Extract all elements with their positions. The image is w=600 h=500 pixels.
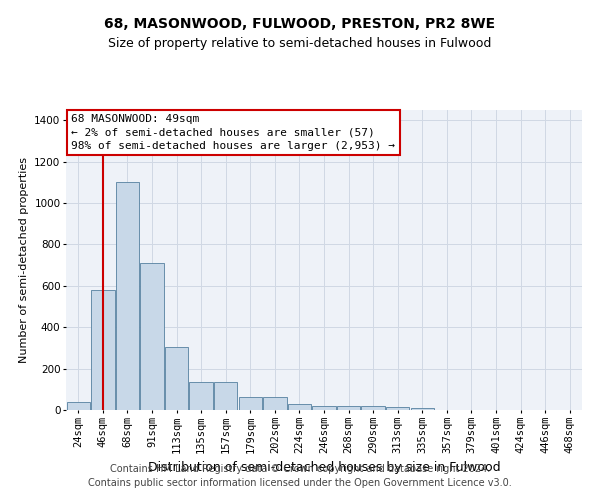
- Bar: [313, 406, 335, 410]
- Bar: [361, 406, 385, 410]
- Bar: [386, 407, 409, 410]
- Bar: [263, 397, 287, 410]
- Text: 68, MASONWOOD, FULWOOD, PRESTON, PR2 8WE: 68, MASONWOOD, FULWOOD, PRESTON, PR2 8WE: [104, 18, 496, 32]
- Bar: [67, 402, 90, 410]
- Bar: [91, 290, 115, 410]
- Bar: [165, 347, 188, 410]
- Bar: [214, 382, 238, 410]
- Text: Size of property relative to semi-detached houses in Fulwood: Size of property relative to semi-detach…: [109, 38, 491, 51]
- Bar: [288, 404, 311, 410]
- Bar: [140, 263, 164, 410]
- Bar: [116, 182, 139, 410]
- Text: Contains HM Land Registry data © Crown copyright and database right 2024.
Contai: Contains HM Land Registry data © Crown c…: [88, 464, 512, 487]
- X-axis label: Distribution of semi-detached houses by size in Fulwood: Distribution of semi-detached houses by …: [148, 462, 500, 474]
- Bar: [239, 397, 262, 410]
- Bar: [337, 406, 360, 410]
- Text: 68 MASONWOOD: 49sqm
← 2% of semi-detached houses are smaller (57)
98% of semi-de: 68 MASONWOOD: 49sqm ← 2% of semi-detache…: [71, 114, 395, 151]
- Bar: [410, 408, 434, 410]
- Bar: [190, 382, 213, 410]
- Y-axis label: Number of semi-detached properties: Number of semi-detached properties: [19, 157, 29, 363]
